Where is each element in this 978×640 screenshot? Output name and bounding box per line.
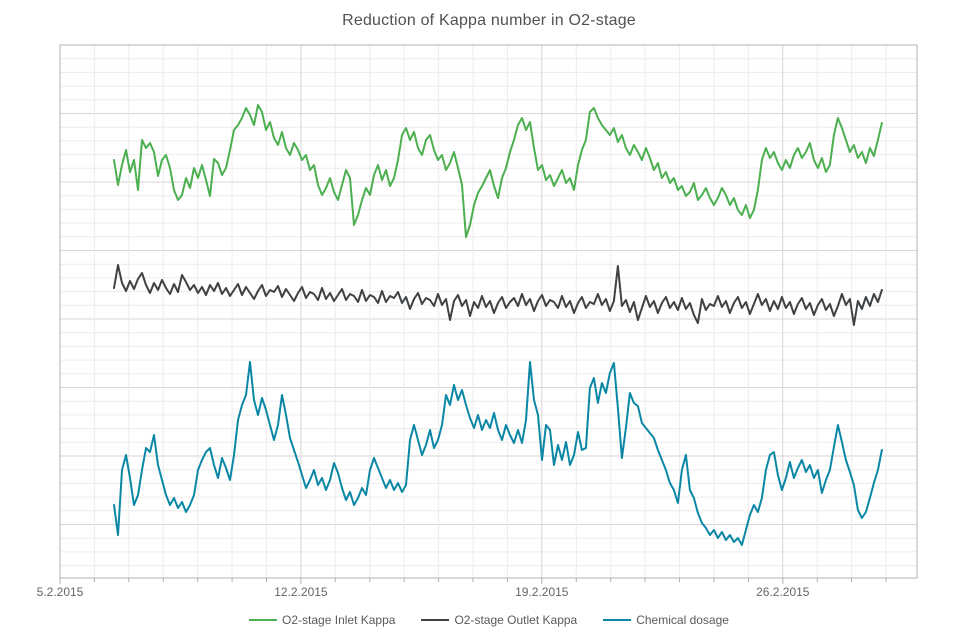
legend-line-swatch [603, 619, 632, 621]
legend-item-o2-stage-outlet-kappa[interactable]: O2-stage Outlet Kappa [421, 613, 577, 627]
series-line-o2-stage-outlet-kappa [113, 264, 883, 326]
legend-label: Chemical dosage [636, 613, 729, 627]
plot-border [59, 44, 918, 579]
legend-item-chemical-dosage[interactable]: Chemical dosage [603, 613, 729, 627]
series-line-o2-stage-inlet-kappa [113, 104, 883, 238]
chart-legend: O2-stage Inlet Kappa O2-stage Outlet Kapp… [0, 613, 978, 627]
x-axis-label: 12.2.2015 [274, 585, 328, 599]
legend-item-o2-stage-inlet-kappa[interactable]: O2-stage Inlet Kappa [249, 613, 395, 627]
x-axis-label: 5.2.2015 [37, 585, 84, 599]
chart-title: Reduction of Kappa number in O2-stage [342, 12, 636, 29]
kappa-trend-chart: 5.2.2015 12.2.2015 19.2.2015 26.2.2015 [37, 44, 918, 599]
legend-line-swatch [249, 619, 278, 621]
x-axis-label: 26.2.2015 [756, 585, 810, 599]
series-line-chemical-dosage [113, 361, 883, 546]
legend-label: O2-stage Inlet Kappa [282, 613, 396, 627]
x-axis-label: 19.2.2015 [515, 585, 569, 599]
legend-label: O2-stage Outlet Kappa [454, 613, 578, 627]
legend-line-swatch [421, 619, 450, 621]
